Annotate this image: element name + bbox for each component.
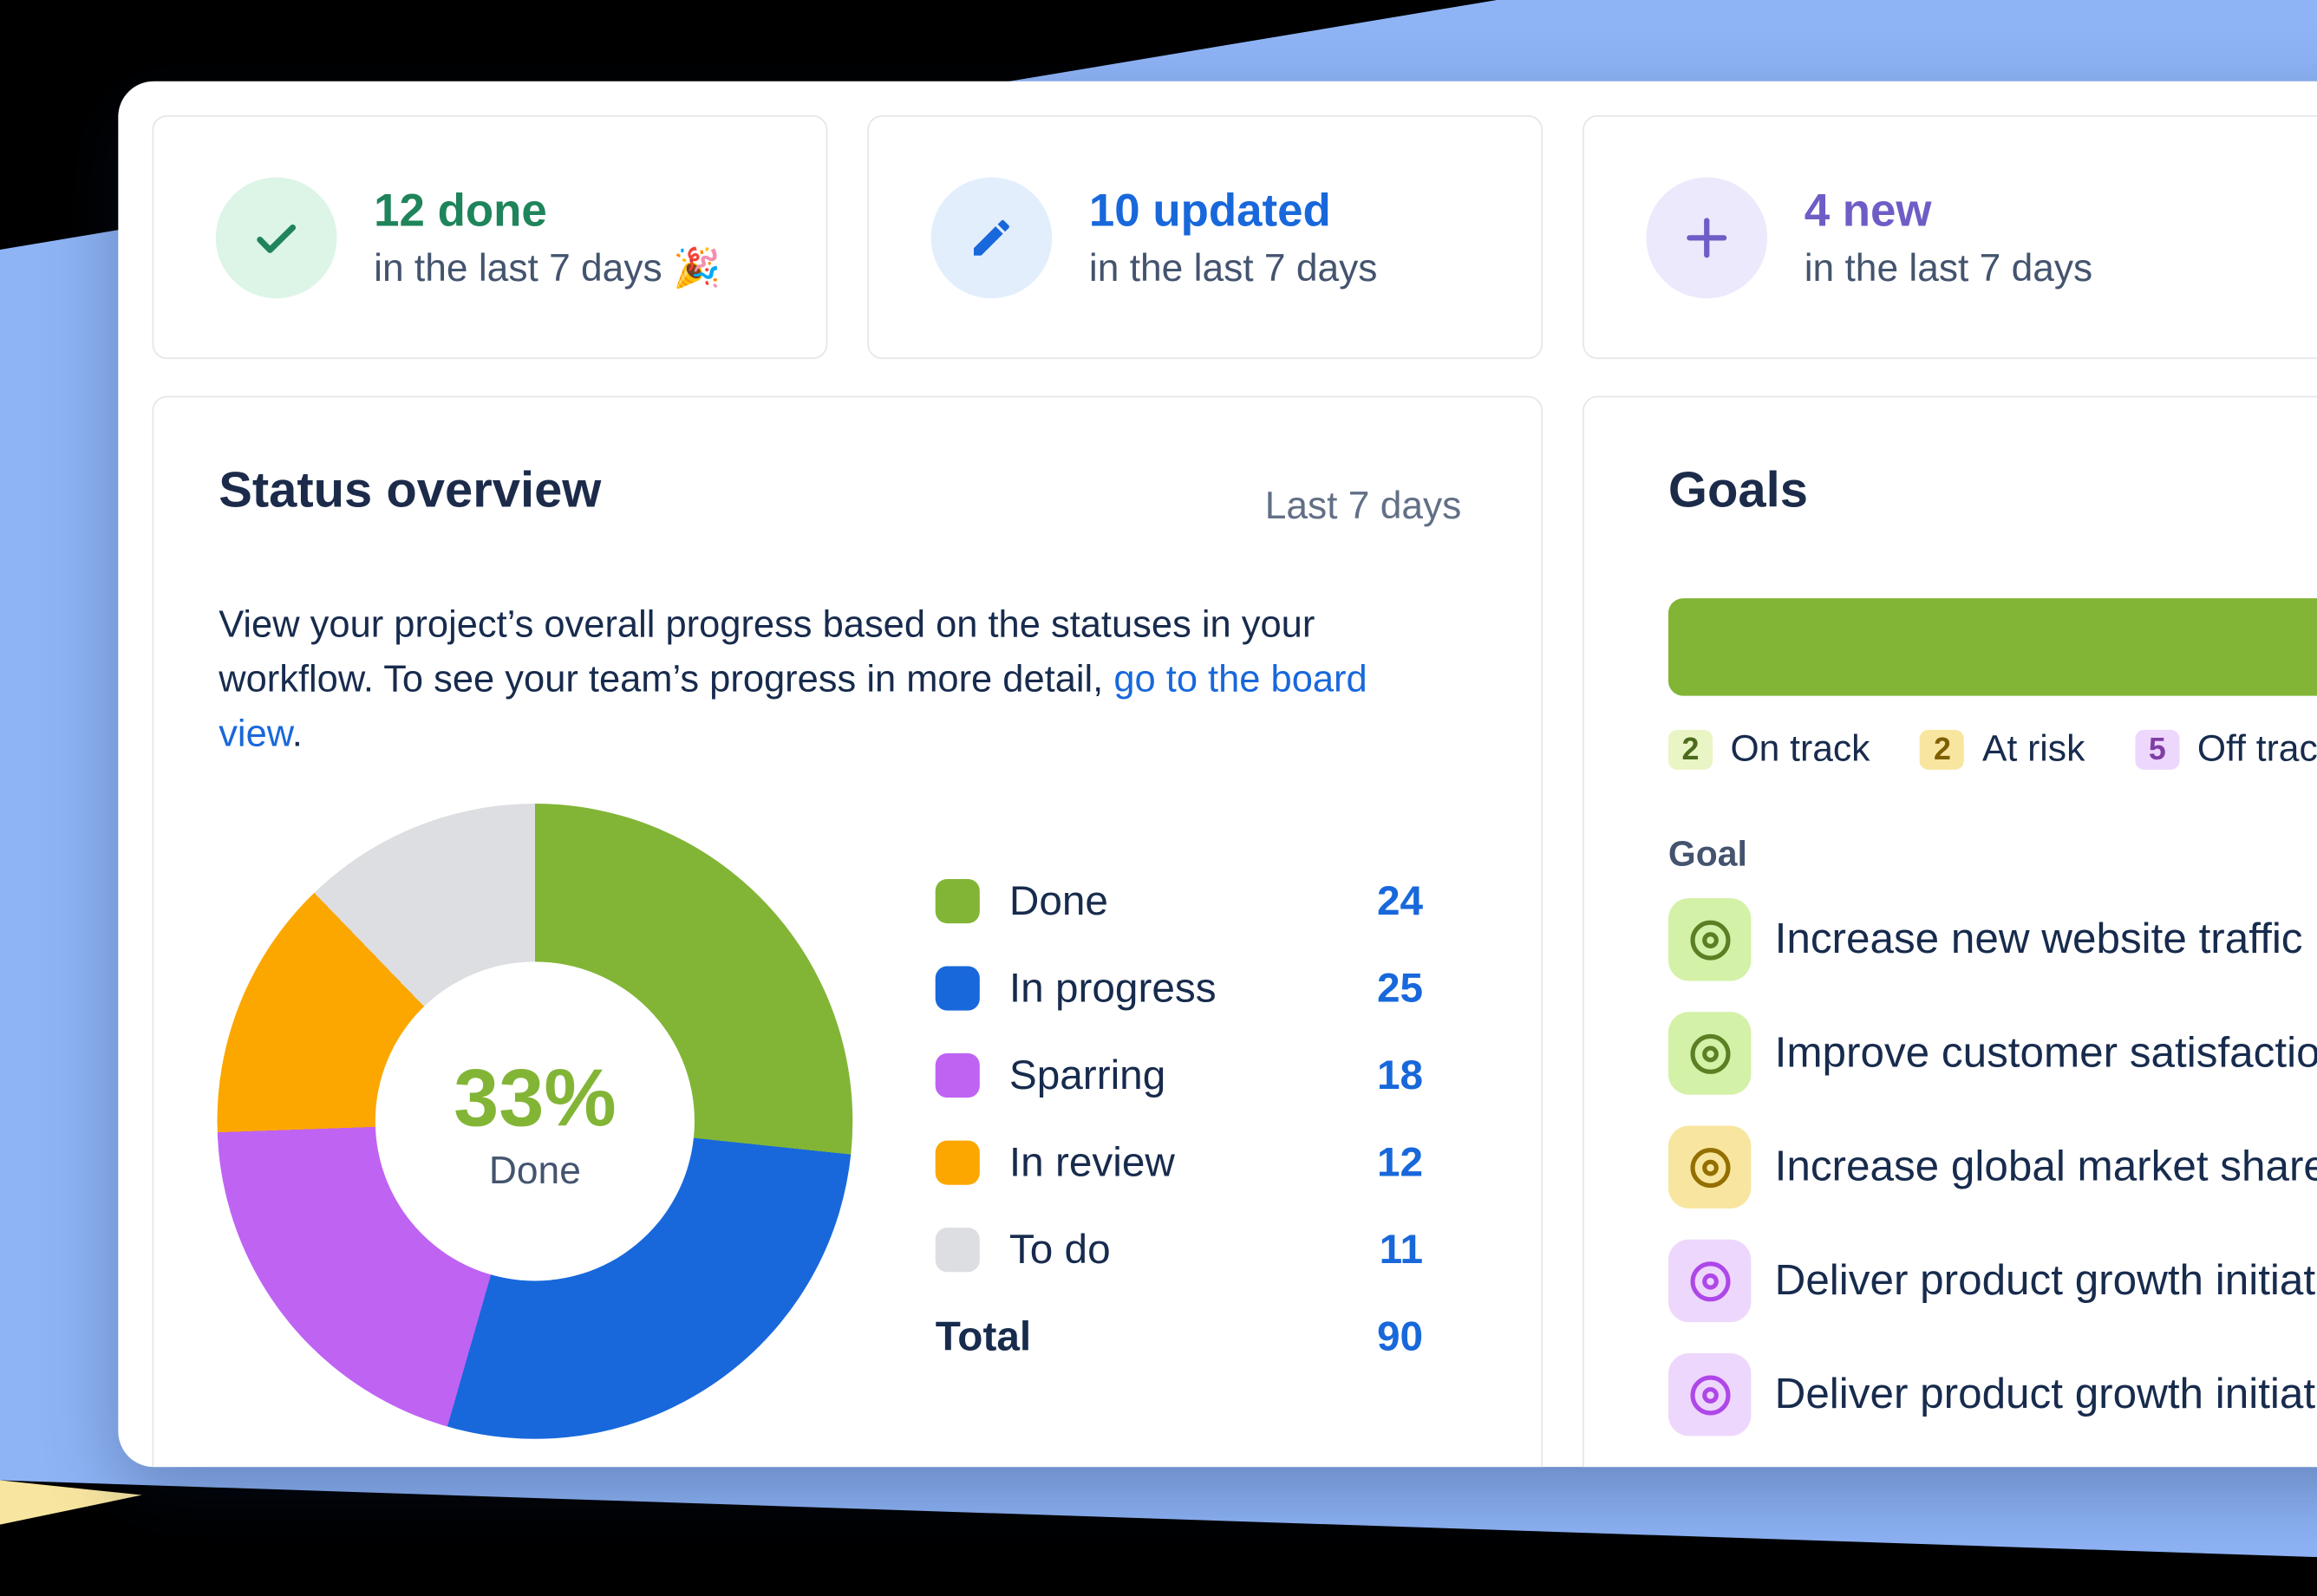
status-description: View your project’s overall progress bas… [219,598,1445,762]
goals-title: Goals [1668,462,1808,519]
legend-label: In progress [1008,964,1217,1011]
goal-row[interactable]: Increase global market share [1668,1125,2317,1208]
legend-label: Sparring [1008,1052,1166,1098]
stat-subtitle-done: in the last 7 days 🎉 [374,244,721,290]
stat-text: 10 updated in the last 7 days [1089,183,1378,290]
legend-row-to-do[interactable]: To do 11 [935,1226,1424,1273]
target-icon [1668,1125,1752,1208]
legend-total-label: Total [935,1313,1032,1359]
on-track-label: On track [1730,728,1870,770]
goal-row[interactable]: Increase new website traffic [1668,898,2303,981]
description-text: View your project’s overall progress bas… [219,603,1315,700]
stat-text: 4 new in the last 7 days [1805,183,2093,290]
description-period: . [291,713,303,755]
stat-title-new: 4 new [1804,185,1932,237]
legend-row-in-review[interactable]: In review 12 [935,1138,1424,1185]
legend-value: 25 [1376,964,1424,1011]
legend-value: 12 [1376,1138,1424,1185]
off-track-label: Off track [2196,728,2317,770]
range-label: Last 7 days [1264,483,1462,528]
goal-column-header: Goal [1668,834,1747,875]
badge-group-on-track: 2 On track [1668,728,1870,771]
stat-title-updated: 10 updated [1088,185,1331,237]
goal-row[interactable]: Improve customer satisfaction [1668,1012,2317,1095]
goal-label: Increase new website traffic [1774,915,2303,963]
legend-value: 18 [1376,1052,1424,1098]
legend-row-total: Total 90 [935,1313,1424,1359]
legend-label: In review [1008,1138,1175,1185]
badge-group-at-risk: 2 At risk [1920,728,2085,771]
legend-swatch [935,878,980,924]
at-risk-count-badge: 2 [1920,729,1965,770]
stat-card-new[interactable]: 4 new in the last 7 days [1583,114,2317,360]
status-overview-panel: Status overview Last 7 days View your pr… [152,395,1544,1468]
plus-icon [1646,176,1768,298]
donut-center-label: Done [488,1147,581,1192]
stat-text: 12 done in the last 7 days 🎉 [374,183,721,290]
legend-label: Done [1008,877,1108,924]
legend-label: To do [1008,1226,1111,1273]
goal-row[interactable]: Deliver product growth initiatives [1668,1352,2317,1436]
goal-row[interactable]: Deliver product growth initiatives [1668,1239,2317,1323]
goal-label: Improve customer satisfaction [1774,1028,2317,1077]
stat-card-updated[interactable]: 10 updated in the last 7 days [867,114,1544,360]
badge-group-off-track: 5 Off track [2135,728,2317,771]
target-icon [1668,898,1752,981]
status-legend: Done 24 In progress 25 Sparring 18 [935,877,1424,1402]
stat-title-done: 12 done [374,185,547,237]
legend-value: 24 [1376,877,1424,924]
board-view-link[interactable]: go to the board view [219,659,1367,755]
dashboard-window: 12 done in the last 7 days 🎉 10 updated … [118,81,2317,1468]
goals-status-summary: 2 On track 2 At risk 5 Off track [1668,728,2317,771]
status-overview-title: Status overview [219,462,602,519]
legend-swatch [935,966,980,1011]
donut-hole: 33% Done [375,961,695,1281]
legend-row-done[interactable]: Done 24 [935,877,1424,924]
target-icon [1668,1012,1752,1095]
legend-swatch [935,1228,980,1273]
legend-swatch [935,1053,980,1098]
legend-swatch [935,1140,980,1185]
goals-progress-bar [1668,598,2317,696]
pencil-icon [930,176,1053,298]
legend-value: 11 [1379,1226,1424,1273]
legend-row-sparring[interactable]: Sparring 18 [935,1052,1424,1098]
legend-row-in-progress[interactable]: In progress 25 [935,964,1424,1011]
legend-total-value: 90 [1376,1313,1424,1359]
goals-panel: Goals 2 On track 2 At risk 5 Off track [1583,395,2317,1468]
stat-subtitle-new: in the last 7 days [1804,244,2093,290]
donut-percent: 33% [454,1051,617,1143]
target-icon [1668,1352,1752,1436]
status-donut[interactable]: 33% Done [217,804,853,1439]
stat-card-done[interactable]: 12 done in the last 7 days 🎉 [152,114,828,360]
goal-label: Increase global market share [1774,1143,2317,1190]
check-icon [215,176,337,298]
goal-label: Deliver product growth initiatives [1774,1370,2317,1418]
on-track-count-badge: 2 [1668,729,1713,770]
goal-label: Deliver product growth initiatives [1774,1256,2317,1304]
stat-subtitle-updated: in the last 7 days [1088,244,1378,290]
at-risk-label: At risk [1982,728,2085,770]
target-icon [1668,1239,1752,1323]
off-track-count-badge: 5 [2135,729,2180,770]
